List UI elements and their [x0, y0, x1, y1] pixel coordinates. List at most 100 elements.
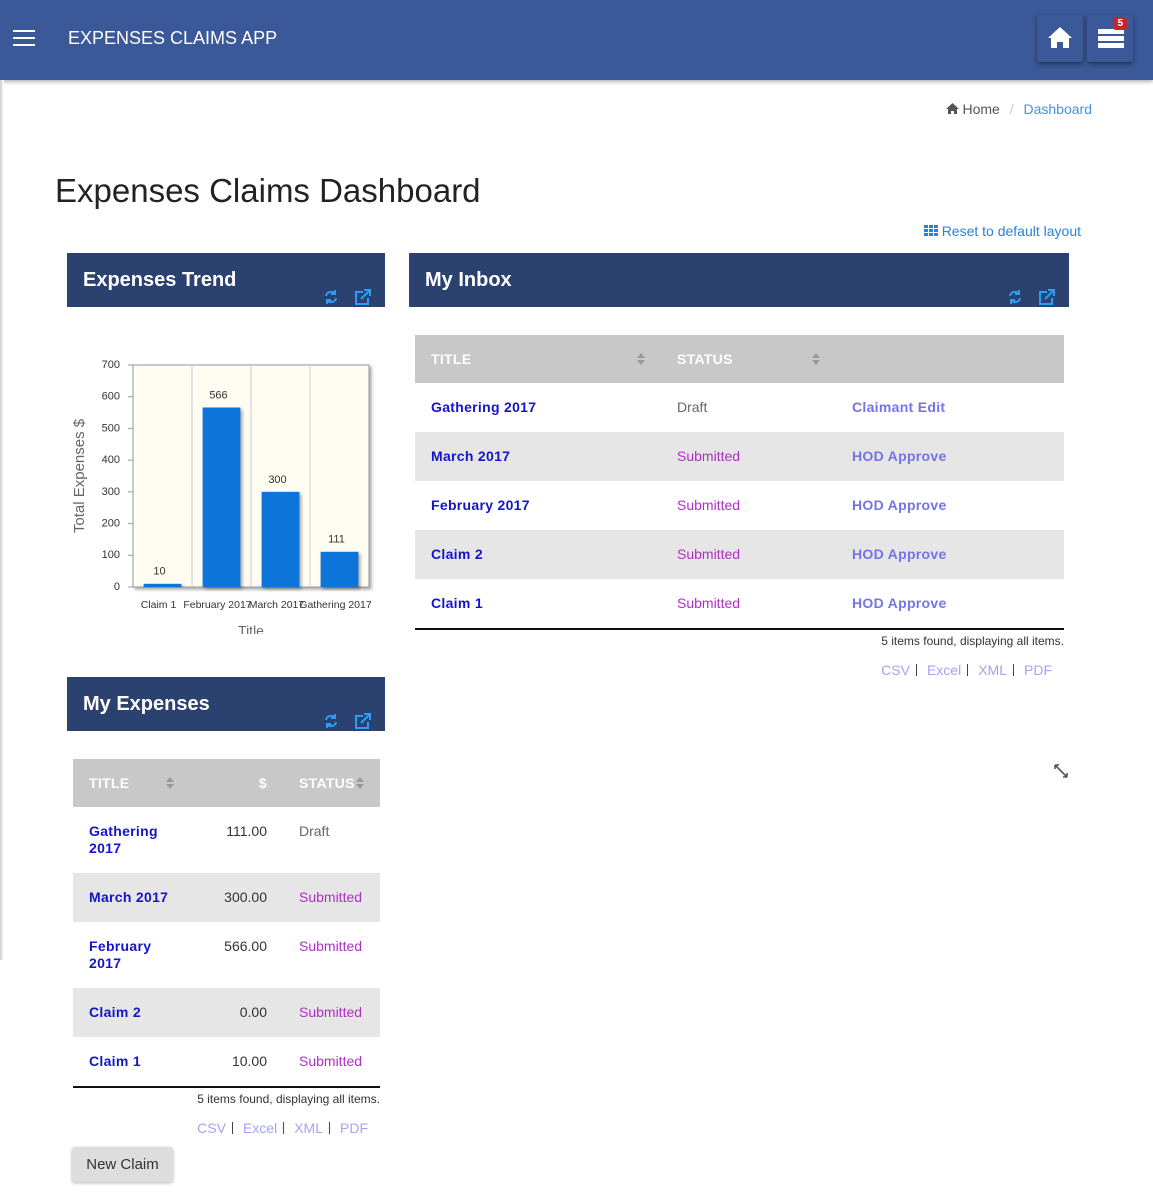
export-links: CSV Excel XML PDF [415, 662, 1064, 678]
table-cell[interactable]: Claim 1 [431, 595, 483, 611]
bar [320, 551, 359, 587]
table-cell[interactable]: March 2017 [73, 873, 190, 922]
column-header-text: STATUS [677, 351, 733, 367]
expand-icon[interactable] [1054, 764, 1068, 778]
table-cell[interactable]: Gathering 2017 [89, 823, 158, 856]
table-cell[interactable]: Claim 2 [415, 530, 661, 579]
sort-icon[interactable] [356, 777, 364, 789]
table-cell[interactable]: Claim 2 [73, 988, 190, 1037]
menu-button[interactable] [13, 30, 35, 46]
table-head: TITLE $ STATUS [73, 759, 380, 807]
table-cell: Submitted [299, 1053, 363, 1069]
table-cell[interactable]: Gathering 2017 [431, 399, 537, 415]
data-label: 566 [209, 389, 227, 401]
column-header[interactable]: $ [190, 759, 283, 807]
refresh-icon[interactable] [1009, 290, 1021, 304]
column-header-text: STATUS [299, 775, 355, 791]
column-header[interactable]: STATUS [283, 759, 380, 807]
table-cell[interactable]: HOD Approve [852, 497, 947, 513]
y-tick-label: 100 [102, 549, 120, 561]
export-link[interactable]: CSV [187, 1121, 233, 1135]
tasks-button[interactable]: 5 [1087, 15, 1133, 62]
column-header[interactable]: TITLE [415, 335, 661, 383]
open-icon[interactable] [1039, 289, 1055, 305]
data-label: 111 [328, 534, 345, 546]
x-tick-label: Gathering 2017 [299, 599, 372, 611]
sort-up [812, 353, 820, 358]
panel-title: My Inbox [425, 269, 512, 291]
bar [202, 407, 241, 587]
panel-title: My Expenses [83, 693, 210, 715]
table-row: Claim 2 0.00 Submitted [73, 988, 380, 1037]
bar [261, 491, 300, 587]
inbox-table: TITLE STATUS Gathering 2017 Draft Claimant E… [415, 335, 1064, 678]
y-tick-label: 200 [102, 517, 120, 529]
table-cell: Submitted [661, 530, 836, 579]
table-cell[interactable]: HOD Approve [836, 530, 1064, 579]
table-summary: 5 items found, displaying all items. [197, 1092, 380, 1106]
column-header[interactable]: STATUS [661, 335, 836, 383]
table-cell: 111.00 [226, 823, 267, 839]
export-links: CSV Excel XML PDF [73, 1120, 380, 1136]
export-link[interactable]: Excel [233, 1121, 285, 1135]
reset-layout[interactable]: Reset to default layout [923, 223, 1081, 239]
home-icon [945, 103, 959, 114]
sort-down [166, 784, 174, 789]
table-cell[interactable]: HOD Approve [836, 432, 1064, 481]
export-link[interactable]: PDF [1024, 662, 1052, 678]
table-cell[interactable]: March 2017 [415, 432, 661, 481]
column-header[interactable]: TITLE [73, 759, 190, 807]
y-tick-label: 500 [102, 422, 120, 434]
table-cell[interactable]: Claimant Edit [852, 399, 946, 415]
panel-tools [1009, 289, 1055, 305]
header-row: TITLE $ STATUS [73, 759, 380, 807]
sort-icon[interactable] [812, 353, 820, 365]
export-link[interactable]: XML [284, 1121, 330, 1135]
refresh-icon[interactable] [325, 290, 337, 304]
table-row: Gathering 2017 111.00 Draft [73, 807, 380, 873]
panel-tools [325, 289, 371, 305]
sort-icon[interactable] [637, 353, 645, 365]
header-row: TITLE STATUS [415, 335, 1064, 383]
table-head: TITLE STATUS [415, 335, 1064, 383]
table-cell: 0.00 [190, 988, 283, 1037]
bar [143, 583, 182, 587]
panel-tools [325, 713, 371, 729]
export-link[interactable]: XML [968, 663, 1014, 677]
breadcrumb-home[interactable]: Home [962, 101, 1000, 117]
open-icon[interactable] [355, 713, 371, 729]
table-cell: Draft [677, 399, 708, 415]
sort-down [356, 784, 364, 789]
refresh-icon[interactable] [325, 714, 337, 728]
sort-icon[interactable] [166, 777, 174, 789]
breadcrumb-current[interactable]: Dashboard [1023, 101, 1093, 117]
new-claim-button[interactable]: New Claim [72, 1147, 173, 1182]
data-label: 300 [268, 474, 286, 486]
chart: 0 100 200 300 400 500 600 700 Total Expenses $ Ti… [71, 359, 372, 634]
app-title: EXPENSES CLAIMS APP [68, 28, 278, 48]
table-cell: Submitted [283, 988, 380, 1037]
x-tick-label: March 2017 [249, 599, 305, 611]
reset-layout-text[interactable]: Reset to default layout [941, 223, 1081, 239]
side-shade [0, 80, 4, 960]
column-header [836, 335, 1064, 383]
home-button[interactable] [1037, 15, 1083, 62]
y-tick-label: 0 [114, 581, 120, 593]
y-tick-label: 300 [102, 486, 120, 498]
table-row: Claim 2 Submitted HOD Approve [415, 530, 1064, 579]
table-row: March 2017 Submitted HOD Approve [415, 432, 1064, 481]
table-cell[interactable]: HOD Approve [852, 595, 947, 611]
export-link[interactable]: Excel [917, 663, 969, 677]
table-cell[interactable]: Claim 1 [89, 1053, 141, 1069]
data-table: TITLE STATUS Gathering 2017 Draft Claimant E… [415, 335, 1064, 630]
export-link[interactable]: PDF [340, 1120, 368, 1136]
export-link[interactable]: CSV [871, 663, 917, 677]
breadcrumb: Home / Dashboard [945, 101, 1093, 117]
open-icon[interactable] [355, 289, 371, 305]
y-tick-label: 400 [102, 454, 120, 466]
table-cell[interactable]: February 2017 [89, 938, 152, 971]
table-cell[interactable]: February 2017 [431, 497, 530, 513]
column-header-text: TITLE [89, 775, 130, 791]
table-cell: 10.00 [231, 1053, 267, 1069]
table-row: Gathering 2017 Draft Claimant Edit [415, 383, 1064, 432]
